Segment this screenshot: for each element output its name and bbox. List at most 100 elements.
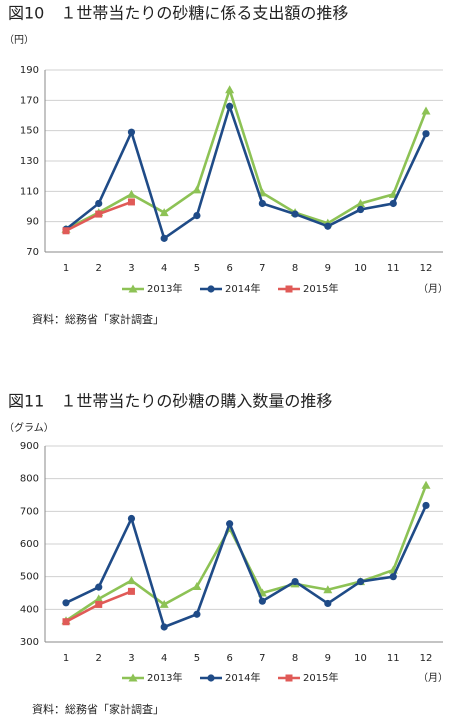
marker: [207, 674, 215, 682]
marker: [285, 285, 293, 293]
y-tick-label: 110: [20, 186, 39, 197]
x-tick-label: 6: [226, 653, 232, 664]
x-tick-label: 1: [63, 263, 69, 274]
marker: [324, 222, 332, 230]
x-tick-label: 9: [325, 653, 331, 664]
marker: [128, 284, 138, 293]
marker: [421, 106, 431, 115]
x-tick-label: 7: [259, 653, 265, 664]
chart-title: 図10 １世帯当たりの砂糖に係る支出額の推移: [8, 4, 348, 23]
marker: [95, 199, 103, 208]
source: 資料：総務省「家計調査」: [32, 312, 164, 326]
marker: [193, 212, 201, 220]
marker: [226, 520, 234, 528]
marker: [356, 205, 365, 214]
marker: [94, 594, 104, 603]
x-tick-label: 4: [161, 263, 167, 274]
x-tick-label: 6: [226, 263, 232, 274]
series-line: [65, 102, 428, 241]
y-tick-label: 90: [26, 217, 39, 228]
x-tick-label: 1: [63, 653, 69, 664]
marker: [356, 577, 365, 586]
x-tick-label: 3: [128, 263, 134, 274]
marker: [127, 587, 135, 595]
marker: [160, 234, 168, 242]
marker: [356, 198, 366, 207]
x-tick-label: 4: [161, 653, 167, 664]
y-tick-label: 300: [20, 637, 39, 648]
x-tick-label: 5: [194, 263, 200, 274]
marker: [62, 599, 70, 607]
chart-title: 図11 １世帯当たりの砂糖の購入数量の推移: [8, 392, 332, 411]
x-tick-label: 3: [128, 653, 134, 664]
x-tick-label: 8: [292, 653, 298, 664]
y-tick-label: 150: [20, 126, 39, 137]
marker: [291, 210, 299, 218]
marker: [128, 673, 138, 682]
series-line: [65, 484, 428, 622]
marker: [225, 85, 235, 94]
marker: [127, 198, 135, 206]
x-tick-label: 12: [420, 263, 433, 274]
x-axis-label: （月）: [418, 672, 448, 684]
marker: [95, 600, 103, 608]
x-tick-label: 8: [292, 263, 298, 274]
y-tick-label: 190: [20, 65, 39, 76]
marker: [126, 189, 136, 198]
marker: [160, 623, 168, 631]
marker: [389, 573, 397, 581]
marker: [421, 480, 431, 489]
marker: [291, 577, 299, 586]
x-tick-label: 10: [354, 653, 367, 664]
y-tick-label: 170: [20, 95, 39, 106]
marker: [95, 583, 103, 591]
x-tick-label: 2: [96, 263, 102, 274]
x-tick-label: 11: [387, 653, 400, 664]
y-axis-label: （円）: [4, 34, 34, 46]
y-tick-label: 800: [20, 474, 39, 485]
legend-label: 2013年: [147, 282, 182, 295]
y-tick-label: 70: [26, 247, 39, 258]
marker: [62, 227, 70, 235]
x-tick-label: 12: [420, 653, 433, 664]
marker: [207, 285, 215, 293]
marker: [193, 610, 201, 618]
x-tick-label: 9: [325, 263, 331, 274]
x-tick-label: 5: [194, 653, 200, 664]
marker: [323, 585, 333, 594]
marker: [126, 576, 136, 585]
marker: [422, 130, 430, 138]
marker: [389, 199, 397, 208]
series-line: [65, 85, 428, 231]
source: 資料：総務省「家計調査」: [32, 702, 164, 716]
marker: [127, 514, 136, 523]
x-tick-label: 2: [96, 653, 102, 664]
marker: [62, 618, 70, 626]
legend-label: 2013年: [147, 671, 182, 684]
marker: [192, 185, 202, 194]
x-tick-label: 7: [259, 263, 265, 274]
marker: [285, 674, 293, 682]
y-tick-label: 400: [20, 604, 39, 615]
marker: [95, 210, 103, 218]
y-tick-label: 700: [20, 506, 39, 517]
legend-label: 2014年: [225, 671, 260, 684]
marker: [159, 599, 169, 608]
marker: [258, 597, 266, 605]
marker: [127, 128, 136, 136]
y-tick-label: 600: [20, 539, 39, 550]
x-axis-label: （月）: [418, 283, 448, 295]
legend-label: 2015年: [303, 671, 338, 684]
x-tick-label: 11: [387, 263, 400, 274]
marker: [258, 199, 266, 208]
marker: [324, 599, 332, 608]
legend-label: 2015年: [303, 282, 338, 295]
legend-label: 2014年: [225, 282, 260, 295]
x-tick-label: 10: [354, 263, 367, 274]
marker: [192, 581, 202, 590]
y-axis-label: （グラム）: [4, 421, 54, 434]
y-tick-label: 900: [20, 441, 39, 452]
series-line: [65, 504, 428, 629]
y-tick-label: 500: [20, 572, 39, 583]
